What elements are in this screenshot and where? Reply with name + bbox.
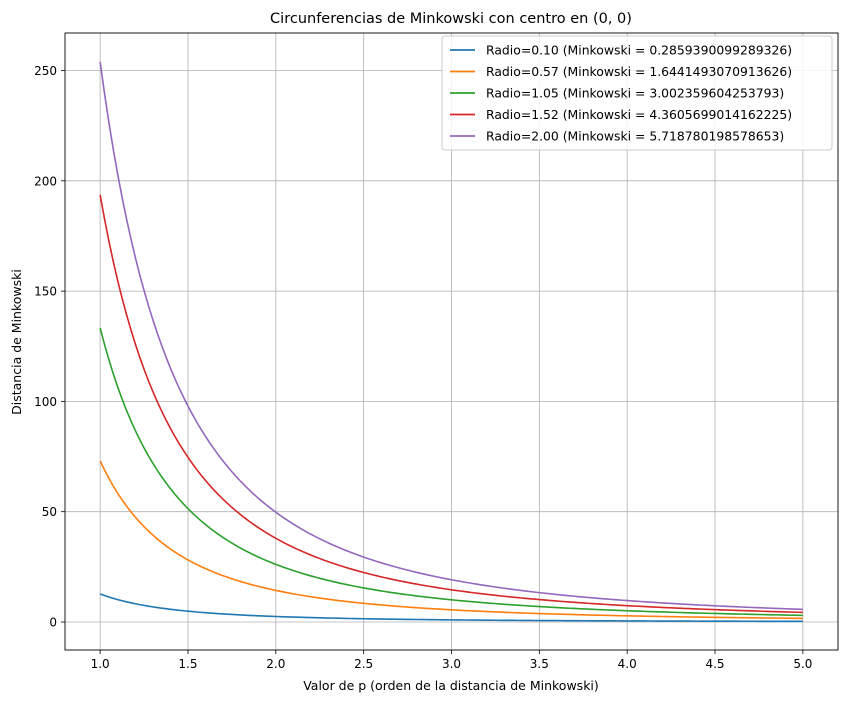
legend: Radio=0.10 (Minkowski = 0.28593900992893… bbox=[441, 35, 833, 151]
series-line-2 bbox=[99, 460, 803, 620]
x-tick-label: 2.0 bbox=[266, 657, 285, 671]
y-tick-label: 250 bbox=[34, 64, 57, 78]
x-tick-label: 5.0 bbox=[793, 657, 812, 671]
x-tick-label: 4.5 bbox=[705, 657, 724, 671]
x-tick-label: 3.5 bbox=[530, 657, 549, 671]
x-axis-ticks: 1.0 1.5 2.0 2.5 3.0 3.5 4.0 4.5 5.0 bbox=[91, 650, 812, 671]
y-tick-label: 50 bbox=[42, 505, 57, 519]
y-axis-ticks: 0 50 100 150 200 250 bbox=[34, 64, 65, 629]
x-axis-label: Valor de p (orden de la distancia de Min… bbox=[303, 678, 599, 693]
legend-label-2: Radio=0.57 (Minkowski = 1.64414930709136… bbox=[486, 64, 792, 79]
series-line-3 bbox=[99, 327, 803, 617]
x-tick-label: 1.0 bbox=[91, 657, 110, 671]
series-layer bbox=[99, 61, 803, 623]
y-tick-label: 150 bbox=[34, 285, 57, 299]
legend-label-1: Radio=0.10 (Minkowski = 0.28593900992893… bbox=[486, 43, 792, 58]
series-line-4 bbox=[99, 194, 803, 614]
legend-frame bbox=[441, 35, 833, 151]
chart-title: Circunferencias de Minkowski con centro … bbox=[270, 11, 632, 27]
x-tick-label: 2.5 bbox=[354, 657, 373, 671]
x-tick-label: 3.0 bbox=[442, 657, 461, 671]
series-line-1 bbox=[99, 593, 803, 623]
y-tick-label: 100 bbox=[34, 395, 57, 409]
y-tick-label: 0 bbox=[49, 615, 57, 629]
x-tick-label: 4.0 bbox=[618, 657, 637, 671]
y-axis-label: Distancia de Minkowski bbox=[9, 269, 24, 415]
legend-label-5: Radio=2.00 (Minkowski = 5.71878019857865… bbox=[486, 129, 784, 144]
x-tick-label: 1.5 bbox=[178, 657, 197, 671]
y-tick-label: 200 bbox=[34, 174, 57, 188]
series-line-5 bbox=[99, 61, 803, 611]
legend-label-3: Radio=1.05 (Minkowski = 3.00235960425379… bbox=[486, 86, 784, 101]
legend-label-4: Radio=1.52 (Minkowski = 4.36056990141622… bbox=[486, 107, 792, 122]
